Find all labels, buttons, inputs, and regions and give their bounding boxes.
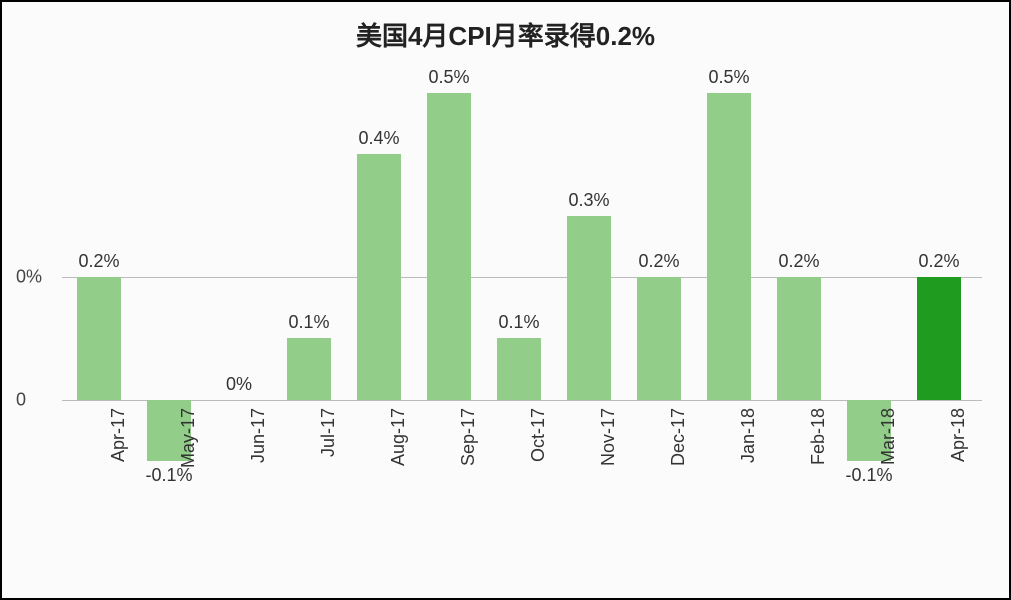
chart-title: 美国4月CPI月率录得0.2% (2, 16, 1009, 53)
x-axis-label: Oct-17 (528, 408, 549, 528)
bar-rect (77, 277, 121, 400)
x-axis-label: May-17 (178, 408, 199, 528)
bar-rect (357, 154, 401, 400)
value-label: 0.4% (339, 128, 419, 149)
bar-rect (567, 216, 611, 400)
x-axis-label: Dec-17 (668, 408, 689, 528)
x-axis-label: Aug-17 (388, 408, 409, 528)
x-axis-label: Apr-17 (108, 408, 129, 528)
bar-rect (707, 93, 751, 400)
bar-rect (287, 338, 331, 399)
value-label: 0.5% (689, 67, 769, 88)
x-axis-label: Jul-17 (318, 408, 339, 528)
value-label: 0.2% (759, 251, 839, 272)
value-label: 0.2% (899, 251, 979, 272)
bar-rect (497, 338, 541, 399)
x-axis-label: Nov-17 (598, 408, 619, 528)
x-axis-label: Jun-17 (248, 408, 269, 528)
value-label: 0.3% (549, 190, 629, 211)
value-label: 0% (199, 374, 279, 395)
y-axis-label: 0% (16, 267, 56, 288)
bar-rect (777, 277, 821, 400)
y-axis-label: 0 (16, 389, 56, 410)
value-label: 0.1% (269, 312, 349, 333)
x-axis-label: Sep-17 (458, 408, 479, 528)
gridline (62, 400, 982, 401)
x-axis-label: Jan-18 (738, 408, 759, 528)
bar-rect (917, 277, 961, 400)
bar-rect (427, 93, 471, 400)
value-label: 0.2% (619, 251, 699, 272)
x-axis-label: Feb-18 (808, 408, 829, 528)
value-label: 0.5% (409, 67, 489, 88)
x-axis-label: Mar-18 (878, 408, 899, 528)
x-axis-label: Apr-18 (948, 408, 969, 528)
value-label: 0.2% (59, 251, 139, 272)
value-label: 0.1% (479, 312, 559, 333)
bar-rect (637, 277, 681, 400)
gridline (62, 277, 982, 278)
chart-frame: 美国4月CPI月率录得0.2% 00%0.2%Apr-17-0.1%May-17… (0, 0, 1011, 600)
plot-area: 00%0.2%Apr-17-0.1%May-170%Jun-170.1%Jul-… (62, 62, 982, 492)
